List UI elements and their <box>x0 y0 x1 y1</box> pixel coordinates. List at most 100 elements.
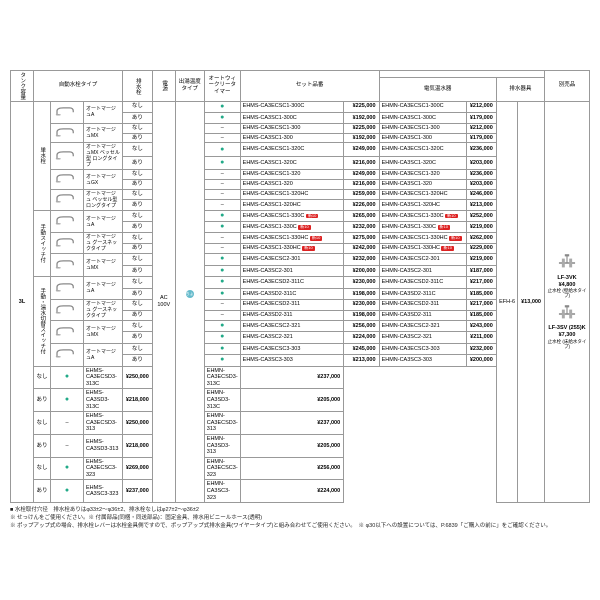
set-price: ¥230,000 <box>344 300 379 311</box>
set-price: ¥242,000 <box>344 243 379 254</box>
drain-opt: あり <box>123 200 153 211</box>
faucet-name: オートマージュA <box>84 210 123 233</box>
faucet-name: オートマージュ グースネックタイプ <box>84 233 123 254</box>
set-price: ¥213,000 <box>344 355 379 366</box>
set-code: EHMS-CA3SD3-313C <box>84 389 123 412</box>
set-price: ¥275,000 <box>344 233 379 244</box>
drain-opt: なし <box>123 233 153 244</box>
drain-opt: あり <box>123 112 153 123</box>
faucet-name: オートマージュMX <box>84 321 123 344</box>
h-power: 電源 <box>152 71 175 102</box>
set-code: EHMS-CA3SD3-313 <box>84 434 123 457</box>
heater-price: ¥205,000 <box>240 389 344 412</box>
heater-price: ¥252,000 <box>467 210 497 221</box>
set-price: ¥245,000 <box>344 343 379 354</box>
set-code: EHMS-CA3ECSD2-311 <box>240 300 344 311</box>
heater-code: EHMN-CA3ECSC2-301 <box>379 254 466 265</box>
faucet-group: 手動スイッチ付 <box>34 210 51 277</box>
timer-cell: ● <box>204 210 240 221</box>
faucet-icon <box>51 343 84 366</box>
h-timer: オートウィークリータイマー <box>204 71 240 102</box>
drain-opt: なし <box>123 124 153 134</box>
heater-price: ¥211,000 <box>467 332 497 343</box>
set-code: EHMS-CA3SC2-301 <box>240 265 344 276</box>
set-code: EHMS-CA3SC1-320HC <box>240 200 344 211</box>
heater-code: EHMN-CA3ECSC1-320HC <box>379 189 466 200</box>
heater-code: EHMN-CA3SC3-323 <box>204 480 240 503</box>
timer-cell: ● <box>51 457 84 480</box>
heater-code: EHMN-CA3SC1-320 <box>379 180 466 190</box>
faucet-icon <box>51 300 84 321</box>
set-code: EHMS-CA3ECSC1-300 <box>240 124 344 134</box>
timer-cell: – <box>51 434 84 457</box>
heater-price: ¥232,000 <box>467 343 497 354</box>
set-code: EHMS-CA3SC1-320C <box>240 156 344 170</box>
timer-cell: – <box>204 189 240 200</box>
set-code: EHMS-CA3SC1-320 <box>240 180 344 190</box>
heater-price: ¥243,000 <box>467 321 497 332</box>
heater-code: EHMN-CA3SC1-330C 新10 <box>379 222 466 233</box>
set-code: EHMS-CA3SC1-300C <box>240 112 344 123</box>
set-code: EHMS-CA3ECSC1-320 <box>240 170 344 180</box>
drain-opt: なし <box>34 366 51 389</box>
faucet-name: オートマージュA <box>84 343 123 366</box>
drain-opt: あり <box>123 288 153 299</box>
set-code: EHMS-CA3ECSC2-321 <box>240 321 344 332</box>
side-items: LF-3VK¥4,800止水栓 (壁給水タイプ)LF-3SV (255)K¥7,… <box>545 101 590 503</box>
timer-cell: ● <box>204 254 240 265</box>
drain-opt: なし <box>123 321 153 332</box>
h-faucet: 自動水栓タイプ <box>34 71 123 102</box>
footnotes: ■ 水栓取付穴径 排水栓ありはφ33±2～φ36±2、排水栓なしはφ27±2～φ… <box>10 507 590 530</box>
set-code: EHMS-CA3ECSC3-303 <box>240 343 344 354</box>
heater-price: ¥203,000 <box>467 180 497 190</box>
set-code: EHMS-CA3SC1-330C 新10 <box>240 222 344 233</box>
heater-price: ¥219,000 <box>467 222 497 233</box>
set-code: EHMS-CA3ECSD2-311C <box>240 277 344 288</box>
heater-price: ¥237,000 <box>240 412 344 435</box>
faucet-icon <box>51 210 84 233</box>
timer-cell: ● <box>204 112 240 123</box>
timer-cell: – <box>204 170 240 180</box>
heater-code: EHMN-CA3SD2-311 <box>379 310 466 321</box>
drain-opt: あり <box>34 389 51 412</box>
power-cell: AC 100V <box>152 101 175 503</box>
set-code: EHMS-CA3SC2-321 <box>240 332 344 343</box>
drain-opt: あり <box>123 180 153 190</box>
timer-cell: ● <box>204 321 240 332</box>
faucet-name: オートマージュ グースネックタイプ <box>84 300 123 321</box>
set-code: EHMS-CA3ECSC3-323 <box>84 457 123 480</box>
h-drain: 排水栓 <box>123 71 153 102</box>
heater-code: EHMN-CA3ECSC2-321 <box>379 321 466 332</box>
set-price: ¥269,000 <box>123 457 153 480</box>
drain-opt: あり <box>123 355 153 366</box>
heater-price: ¥179,000 <box>467 112 497 123</box>
set-price: ¥218,000 <box>123 389 153 412</box>
heater-code: EHMN-CA3SC1-330HC 新10 <box>379 243 466 254</box>
heater-code: EHMN-CA3SC2-301 <box>379 265 466 276</box>
heater-price: ¥256,000 <box>240 457 344 480</box>
heater-price: ¥212,000 <box>467 124 497 134</box>
set-code: EHMS-CA3ECSC1-330HC 新10 <box>240 233 344 244</box>
drain-opt: なし <box>123 101 153 112</box>
heater-price: ¥185,000 <box>467 310 497 321</box>
h-drainkit: 排水器具 <box>496 78 544 101</box>
heater-price: ¥262,000 <box>467 233 497 244</box>
heater-code: EHMN-CA3SC1-320HC <box>379 200 466 211</box>
heater-price: ¥213,000 <box>467 200 497 211</box>
timer-cell: ● <box>204 156 240 170</box>
heater-code: EHMN-CA3SC2-321 <box>379 332 466 343</box>
timer-cell: ● <box>51 366 84 389</box>
timer-cell: ● <box>51 389 84 412</box>
heater-code: EHMN-CA3ECSC1-330HC 新10 <box>379 233 466 244</box>
drain-opt: なし <box>34 457 51 480</box>
set-code: EHMS-CA3SC1-330HC 新10 <box>240 243 344 254</box>
drain-opt: あり <box>123 156 153 170</box>
timer-cell: – <box>204 200 240 211</box>
timer-cell: ● <box>204 222 240 233</box>
heater-code: EHMN-CA3SD2-311C <box>379 288 466 299</box>
heater-code: EHMN-CA3SC1-300C <box>379 112 466 123</box>
heater-price: ¥203,000 <box>467 156 497 170</box>
set-price: ¥249,000 <box>344 170 379 180</box>
h-set: セット品番 <box>240 71 379 102</box>
set-price: ¥225,000 <box>344 101 379 112</box>
